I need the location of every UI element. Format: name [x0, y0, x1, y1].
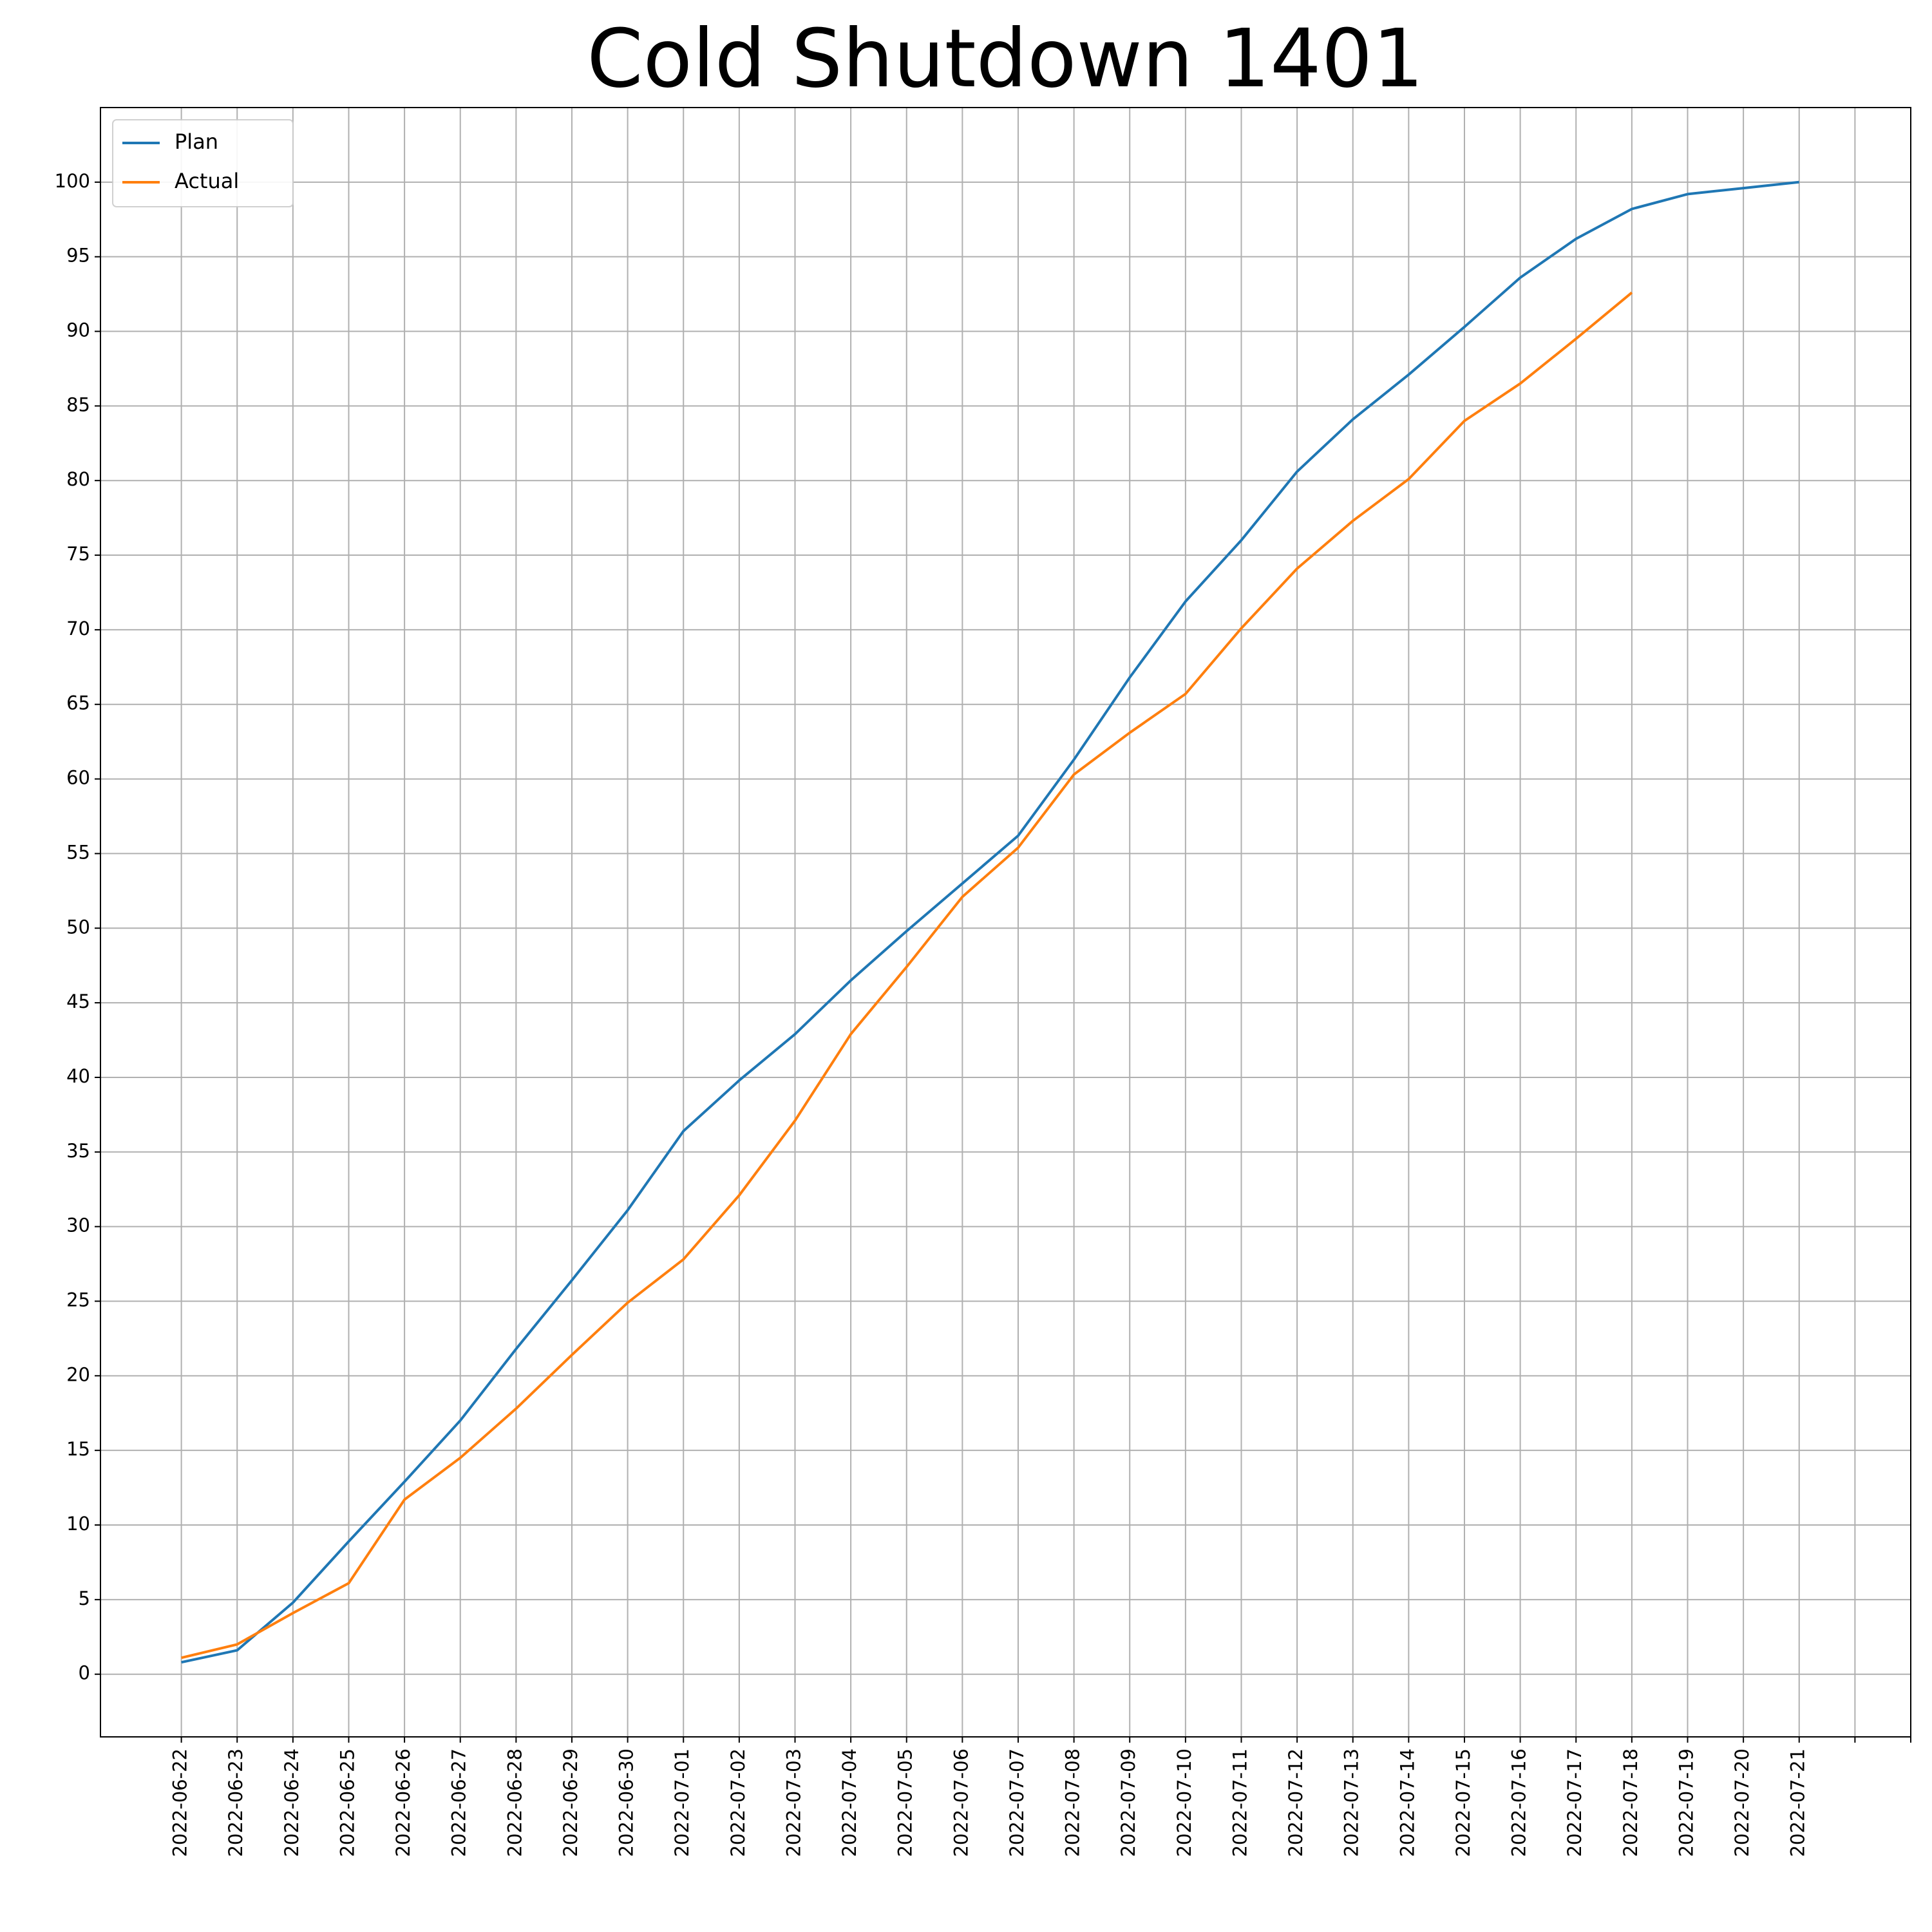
x-tick-label: 2022-07-20 — [1731, 1748, 1753, 1857]
x-tick-label: 2022-07-14 — [1396, 1748, 1418, 1857]
y-tick-label: 0 — [79, 1662, 90, 1684]
y-tick-label: 80 — [66, 468, 90, 490]
y-tick-label: 50 — [66, 916, 90, 938]
y-tick-label: 70 — [66, 618, 90, 639]
x-tick-label: 2022-07-10 — [1173, 1748, 1195, 1857]
x-tick-label: 2022-07-16 — [1508, 1748, 1530, 1857]
y-tick-label: 40 — [66, 1065, 90, 1087]
y-tick-label: 35 — [66, 1140, 90, 1162]
legend-label: Actual — [175, 169, 239, 193]
x-tick-label: 2022-06-30 — [616, 1748, 638, 1857]
chart-title: Cold Shutdown 1401 — [587, 12, 1424, 106]
y-tick-label: 20 — [66, 1363, 90, 1385]
legend-label: Plan — [175, 129, 218, 154]
x-tick-label: 2022-06-28 — [504, 1748, 526, 1857]
y-tick-label: 65 — [66, 692, 90, 714]
legend-box — [112, 119, 294, 207]
x-tick-label: 2022-06-22 — [169, 1748, 191, 1857]
x-tick-label: 2022-07-05 — [895, 1748, 916, 1857]
x-tick-label: 2022-07-13 — [1341, 1748, 1363, 1857]
x-tick-label: 2022-07-07 — [1006, 1748, 1028, 1857]
y-tick-label: 25 — [66, 1289, 90, 1311]
x-tick-label: 2022-06-25 — [336, 1748, 358, 1857]
x-tick-label: 2022-07-06 — [950, 1748, 972, 1857]
x-tick-label: 2022-07-08 — [1062, 1748, 1084, 1857]
axes-frame — [100, 107, 1911, 1738]
series-line — [181, 291, 1633, 1660]
x-tick-label: 2022-07-18 — [1620, 1748, 1642, 1857]
y-tick-label: 90 — [66, 319, 90, 341]
x-tick-label: 2022-06-29 — [560, 1748, 582, 1857]
x-tick-label: 2022-07-03 — [782, 1748, 804, 1857]
y-tick-label: 95 — [66, 245, 90, 267]
y-tick-label: 30 — [66, 1215, 90, 1236]
x-tick-label: 2022-07-09 — [1117, 1748, 1139, 1857]
y-tick-label: 100 — [55, 170, 90, 192]
series-line — [181, 180, 1799, 1664]
x-tick-label: 2022-06-23 — [225, 1748, 247, 1857]
y-tick-label: 75 — [66, 543, 90, 565]
plot-area — [100, 108, 1911, 1737]
x-tick-label: 2022-07-12 — [1285, 1748, 1307, 1857]
x-tick-label: 2022-06-24 — [281, 1748, 303, 1857]
x-tick-label: 2022-07-15 — [1452, 1748, 1474, 1857]
y-tick-label: 45 — [66, 990, 90, 1012]
x-tick-label: 2022-06-27 — [448, 1748, 470, 1857]
x-tick-label: 2022-07-02 — [727, 1748, 749, 1857]
y-tick-label: 85 — [66, 393, 90, 415]
x-tick-label: 2022-07-19 — [1675, 1748, 1697, 1857]
legend: Plan Actual — [112, 119, 294, 207]
y-tick-label: 10 — [66, 1513, 90, 1535]
x-tick-label: 2022-07-21 — [1787, 1748, 1809, 1857]
x-tick-label: 2022-06-26 — [392, 1748, 414, 1857]
x-tick-label: 2022-07-01 — [671, 1748, 693, 1857]
y-tick-label: 60 — [66, 767, 90, 789]
y-tick-label: 55 — [66, 841, 90, 863]
y-tick-label: 5 — [79, 1587, 90, 1609]
x-tick-label: 2022-07-11 — [1229, 1748, 1251, 1857]
x-tick-label: 2022-07-04 — [838, 1748, 860, 1857]
y-tick-label: 15 — [66, 1438, 90, 1460]
x-tick-label: 2022-07-17 — [1564, 1748, 1586, 1857]
